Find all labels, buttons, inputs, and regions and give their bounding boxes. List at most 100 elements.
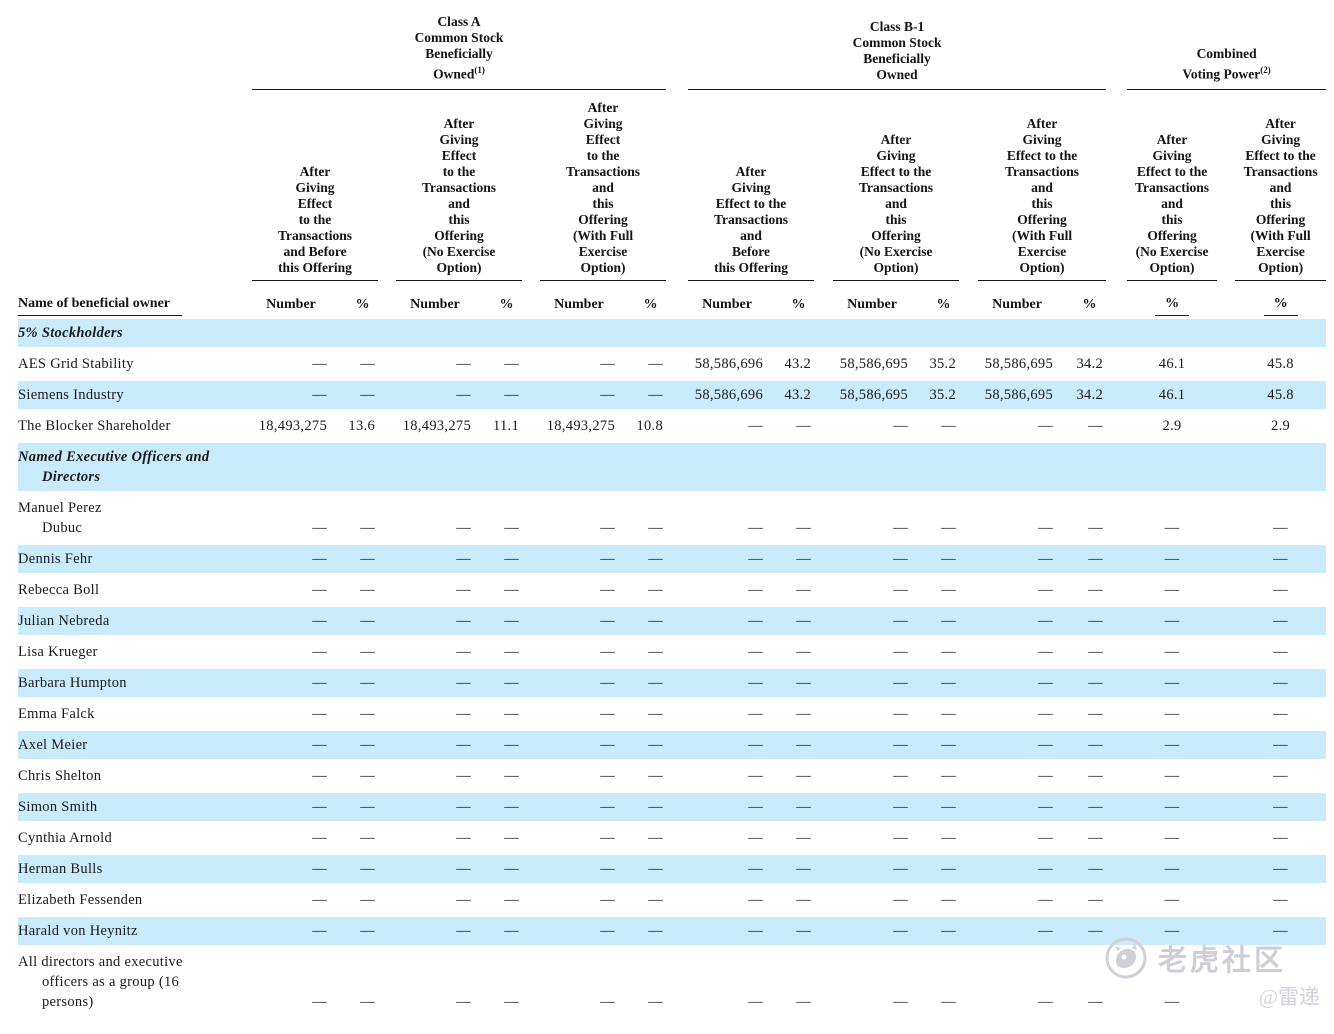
- value-cell: —: [688, 820, 767, 853]
- value-cell: —: [252, 758, 330, 791]
- spacer-cell: [474, 665, 491, 698]
- spacer-cell: [1217, 89, 1235, 280]
- value-cell: —: [540, 696, 618, 729]
- value-cell: —: [928, 851, 960, 884]
- spacer-cell: [766, 408, 784, 441]
- spacer-cell: [814, 408, 834, 441]
- spacer-cell: [814, 541, 834, 574]
- spacer-cell: [959, 665, 979, 698]
- value-cell: —: [833, 882, 912, 915]
- value-cell: —: [540, 346, 618, 379]
- value-cell: —: [347, 634, 378, 667]
- value-cell: —: [688, 944, 767, 1016]
- spacer-cell: [959, 944, 979, 1016]
- spacer-cell: [522, 882, 540, 915]
- spacer-cell: [911, 789, 929, 822]
- spacer-cell: [522, 820, 540, 853]
- value-cell: —: [833, 665, 912, 698]
- spacer-cell: [959, 851, 979, 884]
- spacer-cell: [330, 882, 347, 915]
- spacer-cell: [474, 913, 491, 946]
- spacer-cell: [618, 882, 635, 915]
- value-cell: 58,586,696: [688, 377, 767, 410]
- spacer-cell: [522, 634, 540, 667]
- spacer-cell: [666, 603, 689, 636]
- value-cell: —: [783, 665, 815, 698]
- spacer-cell: [474, 490, 491, 543]
- spacer-cell: [330, 851, 347, 884]
- value-cell: —: [252, 882, 330, 915]
- owner-name: Elizabeth Fessenden: [18, 891, 143, 908]
- value-cell: —: [252, 913, 330, 946]
- value-cell: —: [688, 572, 767, 605]
- value-cell: —: [1127, 603, 1218, 636]
- spacer-cell: [378, 603, 396, 636]
- group-header: Combined Voting Power(2): [1127, 10, 1327, 90]
- column-label: %: [1235, 280, 1326, 317]
- value-cell: —: [783, 944, 815, 1016]
- subheader-text: After Giving Effect to the Transactions …: [1135, 131, 1210, 275]
- value-cell: —: [491, 346, 522, 379]
- value-cell: —: [347, 727, 378, 760]
- value-cell: —: [978, 820, 1057, 853]
- value-cell: —: [1235, 603, 1327, 636]
- spacer-cell: [378, 913, 396, 946]
- spacer-cell: [474, 377, 491, 410]
- spacer-cell: [378, 280, 396, 317]
- value-cell: —: [252, 820, 330, 853]
- value-cell: —: [540, 913, 618, 946]
- value-cell: —: [635, 490, 667, 543]
- value-cell: —: [252, 603, 330, 636]
- table-row: All directors and executive officers as …: [18, 944, 1327, 1016]
- value-cell: —: [928, 408, 960, 441]
- spacer-cell: [959, 89, 978, 280]
- spacer-cell: [1106, 10, 1127, 89]
- spacer-cell: [666, 634, 689, 667]
- spacer-cell: [959, 727, 979, 760]
- owner-name-cell: Lisa Krueger: [18, 634, 252, 667]
- spacer-cell: [766, 944, 784, 1016]
- spacer-cell: [666, 913, 689, 946]
- value-cell: —: [1235, 696, 1327, 729]
- table-row: Harald von Heynitz — — — — — — — — — — — — — —: [18, 913, 1327, 946]
- spacer-cell: [1217, 882, 1236, 915]
- spacer-cell: [618, 541, 635, 574]
- column-label: %: [783, 280, 815, 318]
- spacer-cell: [959, 377, 979, 410]
- spacer-cell: [1217, 541, 1236, 574]
- value-cell: —: [688, 727, 767, 760]
- spacer-cell: [666, 572, 689, 605]
- spacer-cell: [474, 408, 491, 441]
- value-cell: —: [252, 377, 330, 410]
- value-cell: —: [688, 696, 767, 729]
- spacer-cell: [766, 572, 784, 605]
- spacer-cell: [766, 758, 784, 791]
- column-label-text: %: [1263, 296, 1298, 316]
- spacer-cell: [618, 820, 635, 853]
- value-cell: —: [833, 758, 912, 791]
- value-cell: —: [396, 944, 474, 1016]
- value-cell: 58,586,695: [978, 346, 1057, 379]
- column-label: Number: [978, 280, 1057, 318]
- spacer-cell: [330, 913, 347, 946]
- value-cell: 18,493,275: [396, 408, 474, 441]
- value-cell: —: [396, 490, 474, 543]
- value-cell: —: [396, 851, 474, 884]
- spacer-cell: [766, 280, 783, 317]
- value-cell: —: [1235, 665, 1327, 698]
- spacer-cell: [1106, 572, 1128, 605]
- value-cell: 13.6: [347, 408, 378, 441]
- owner-name: Manuel Perez Dubuc: [18, 499, 102, 536]
- value-cell: —: [978, 758, 1057, 791]
- spacer-cell: [474, 944, 491, 1016]
- value-cell: —: [347, 346, 378, 379]
- value-cell: —: [783, 820, 815, 853]
- spacer-cell: [474, 851, 491, 884]
- value-cell: —: [396, 727, 474, 760]
- owner-name: Simon Smith: [18, 798, 98, 815]
- spacer-cell: [522, 913, 540, 946]
- value-cell: —: [635, 882, 667, 915]
- spacer-cell: [911, 408, 929, 441]
- spacer-cell: [959, 913, 979, 946]
- value-cell: 46.1: [1127, 346, 1218, 379]
